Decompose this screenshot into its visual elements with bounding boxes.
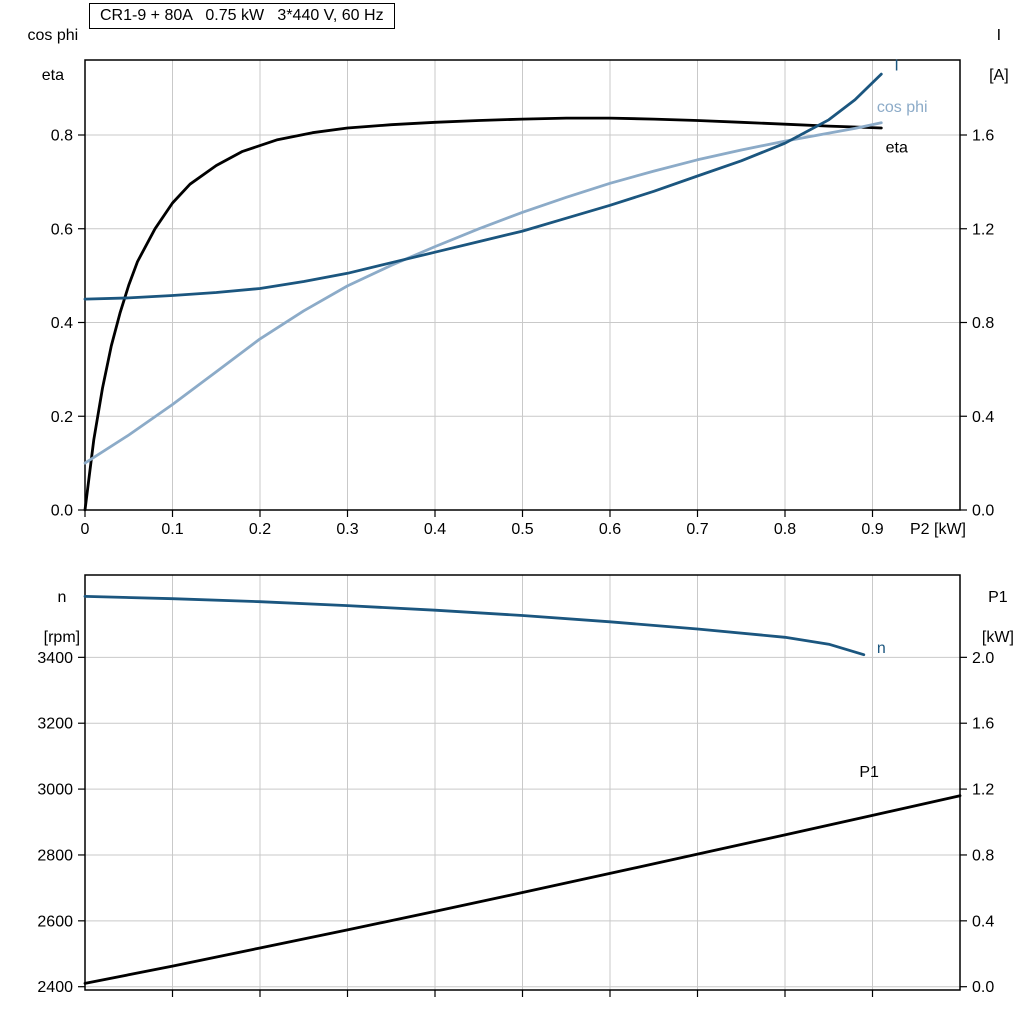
left-tick-label: 3000	[37, 782, 73, 799]
x-tick-label: 0	[81, 521, 90, 538]
chart-title-box: CR1-9 + 80A 0.75 kW 3*440 V, 60 Hz	[89, 3, 395, 29]
left-tick-label: 0.8	[51, 128, 73, 145]
upper-chart: 0 0.1 0.2 0.3 0.4 0.5 0.6 0.7 0.8 0.9 0.0 0.2 0.4 0.6…	[51, 58, 995, 538]
upper-left-axis-label: cos phi eta	[8, 6, 80, 106]
lower-right-axis-label-line1: P1	[988, 589, 1008, 606]
upper-right-axis-label-line1: I	[996, 27, 1002, 44]
series-eta	[83, 116, 883, 512]
series-label-cos-phi: cos phi	[877, 99, 928, 116]
x-tick-label: 0.7	[686, 521, 708, 538]
series-n	[83, 595, 866, 657]
upper-left-axis-label-line2: eta	[41, 67, 65, 84]
left-tick-label: 2800	[37, 847, 73, 864]
right-tick-label: 2.0	[972, 650, 994, 667]
right-tick-label: 1.6	[972, 716, 994, 733]
series-I	[83, 72, 883, 301]
x-tick-label: 0.6	[599, 521, 621, 538]
x-tick-label: 0.8	[774, 521, 796, 538]
left-tick-label: 3400	[37, 650, 73, 667]
x-tick-label: 0.2	[249, 521, 271, 538]
right-tick-label: 0.4	[972, 913, 994, 930]
series-cos-phi	[83, 121, 883, 465]
right-tick-label: 0.4	[972, 409, 994, 426]
lower-right-axis-label: P1 [kW]	[958, 568, 1020, 668]
lower-left-axis-label-line1: n	[57, 589, 67, 606]
left-tick-label: 0.2	[51, 409, 73, 426]
right-tick-label: 0.0	[972, 503, 994, 520]
left-tick-label: 0.4	[51, 315, 73, 332]
x-tick-label: 0.4	[424, 521, 446, 538]
upper-xaxis-label: P2 [kW]	[909, 521, 966, 538]
upper-right-axis-label: I [A]	[962, 6, 1018, 106]
upper-left-axis-label-line1: cos phi	[27, 27, 79, 44]
series-label-P1: P1	[859, 764, 879, 781]
x-tick-label: 0.9	[861, 521, 883, 538]
left-tick-label: 2600	[37, 913, 73, 930]
lower-right-axis-label-line2: [kW]	[981, 629, 1014, 646]
left-tick-label: 2400	[37, 979, 73, 996]
upper-right-axis-label-line2: [A]	[989, 67, 1009, 84]
x-tick-label: 0.5	[511, 521, 533, 538]
x-tick-label: 0.1	[161, 521, 183, 538]
right-tick-label: 1.2	[972, 221, 994, 238]
series-P1	[83, 794, 962, 985]
right-tick-label: 0.8	[972, 315, 994, 332]
lower-chart: 2400 2600 2800 3000 3200 3400 0.0 0.4 0.8 1.2 1.6 2…	[37, 574, 994, 997]
right-tick-label: 1.6	[972, 128, 994, 145]
left-tick-label: 0.0	[51, 503, 73, 520]
lower-left-axis-label: n [rpm]	[18, 568, 88, 668]
x-tick-label: 0.3	[336, 521, 358, 538]
right-tick-label: 1.2	[972, 782, 994, 799]
right-tick-label: 0.8	[972, 847, 994, 864]
right-tick-label: 0.0	[972, 979, 994, 996]
left-tick-label: 3200	[37, 716, 73, 733]
series-label-n: n	[877, 640, 886, 657]
left-tick-label: 0.6	[51, 221, 73, 238]
lower-left-axis-label-line2: [rpm]	[43, 629, 81, 646]
series-label-eta: eta	[886, 139, 908, 156]
series-label-I: I	[894, 58, 898, 75]
